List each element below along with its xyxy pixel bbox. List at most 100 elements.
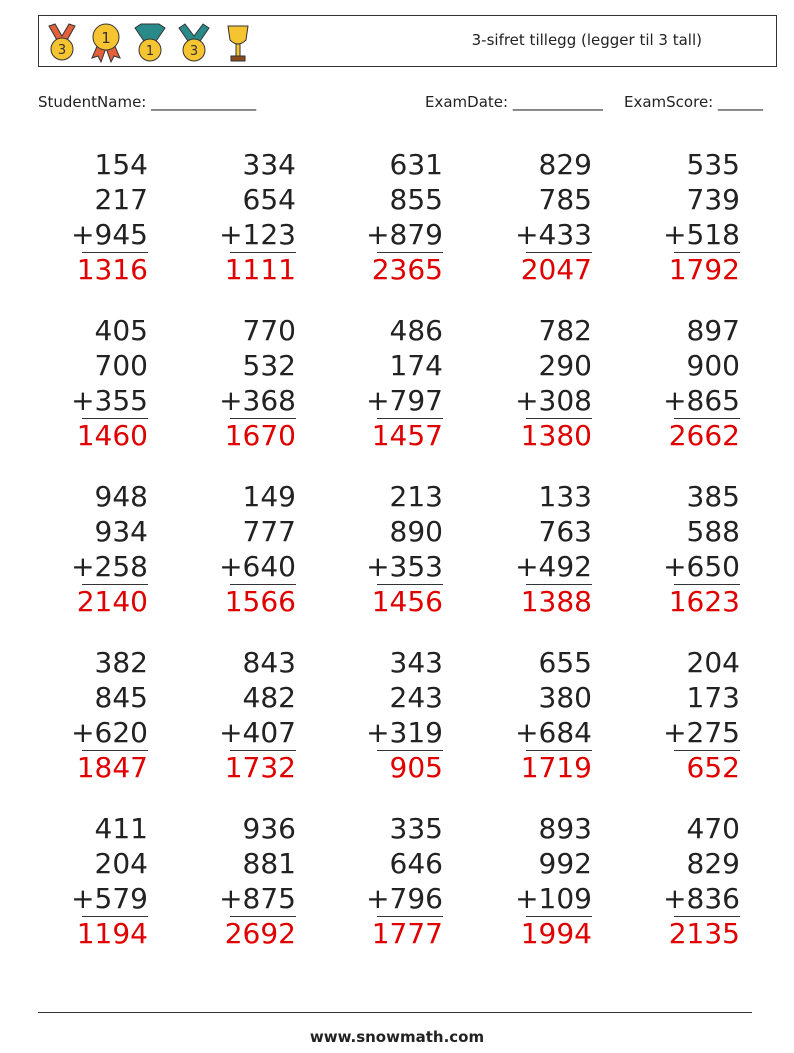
sum-line (377, 418, 443, 419)
addend-1: 843 (242, 646, 296, 679)
answer: 1792 (668, 252, 740, 286)
addend-2: 845 (94, 681, 148, 714)
addend-2: 290 (538, 349, 592, 382)
addend-2: 890 (389, 515, 443, 548)
addition-problem: 897 900 +865 2662 (650, 313, 740, 453)
addition-problem: 782 290 +308 1380 (502, 313, 592, 453)
addition-problem: 213 890 +353 1456 (353, 479, 443, 619)
addend-3: +518 (663, 218, 740, 251)
addend-1: 655 (538, 646, 592, 679)
addend-1: 133 (538, 480, 592, 513)
sum-line (674, 418, 740, 419)
addition-problem: 631 855 +879 2365 (353, 147, 443, 287)
sum-line (82, 418, 148, 419)
answer: 1777 (371, 916, 443, 950)
addition-problem: 154 217 +945 1316 (58, 147, 148, 287)
addend-3: +879 (366, 218, 443, 251)
addend-1: 948 (94, 480, 148, 513)
addition-problem: 405 700 +355 1460 (58, 313, 148, 453)
svg-text:1: 1 (101, 29, 111, 47)
exam-score-field: ExamScore: ______ (624, 93, 763, 111)
addend-3: +620 (71, 716, 148, 749)
sum-line (82, 750, 148, 751)
medal-3-red-ribbon-icon: 3 (48, 23, 76, 61)
addend-3: +275 (663, 716, 740, 749)
addition-problem: 829 785 +433 2047 (502, 147, 592, 287)
answer: 1994 (520, 916, 592, 950)
answer: 1670 (224, 418, 296, 452)
exam-date-field: ExamDate: ____________ (425, 93, 603, 111)
addend-2: 763 (538, 515, 592, 548)
sum-line (674, 916, 740, 917)
addend-1: 411 (94, 812, 148, 845)
addend-2: 992 (538, 847, 592, 880)
addend-3: +407 (219, 716, 296, 749)
addend-3: +492 (515, 550, 592, 583)
addition-problem: 470 829 +836 2135 (650, 811, 740, 951)
answer: 2135 (668, 916, 740, 950)
addend-3: +368 (219, 384, 296, 417)
addend-2: 777 (242, 515, 296, 548)
sum-line (526, 750, 592, 751)
sum-line (230, 252, 296, 253)
sum-line (674, 750, 740, 751)
answer: 2692 (224, 916, 296, 950)
addition-problem: 655 380 +684 1719 (502, 645, 592, 785)
sum-line (526, 252, 592, 253)
addend-1: 770 (242, 314, 296, 347)
svg-text:1: 1 (146, 44, 154, 59)
addend-2: 934 (94, 515, 148, 548)
addend-2: 380 (538, 681, 592, 714)
addend-3: +836 (663, 882, 740, 915)
addend-1: 154 (94, 148, 148, 181)
addend-2: 482 (242, 681, 296, 714)
addend-1: 897 (686, 314, 740, 347)
addend-3: +684 (515, 716, 592, 749)
addend-1: 829 (538, 148, 592, 181)
addend-2: 739 (686, 183, 740, 216)
addition-problem: 843 482 +407 1732 (206, 645, 296, 785)
addend-1: 470 (686, 812, 740, 845)
answer: 2047 (520, 252, 592, 286)
answer: 1456 (371, 584, 443, 618)
sum-line (230, 418, 296, 419)
answer: 1380 (520, 418, 592, 452)
addition-problem: 893 992 +109 1994 (502, 811, 592, 951)
addend-3: +109 (515, 882, 592, 915)
svg-text:3: 3 (190, 44, 198, 59)
addend-3: +796 (366, 882, 443, 915)
addend-2: 588 (686, 515, 740, 548)
worksheet-title: 3-sifret tillegg (legger til 3 tall) (471, 31, 702, 49)
addend-1: 486 (389, 314, 443, 347)
addend-1: 631 (389, 148, 443, 181)
addend-1: 204 (686, 646, 740, 679)
addition-problem: 149 777 +640 1566 (206, 479, 296, 619)
addend-2: 785 (538, 183, 592, 216)
answer: 1719 (520, 750, 592, 784)
addition-problem: 936 881 +875 2692 (206, 811, 296, 951)
addend-1: 385 (686, 480, 740, 513)
answer: 2365 (371, 252, 443, 286)
addend-2: 829 (686, 847, 740, 880)
footer-divider (38, 1012, 752, 1013)
addition-problem: 770 532 +368 1670 (206, 313, 296, 453)
addend-3: +865 (663, 384, 740, 417)
addend-2: 654 (242, 183, 296, 216)
sum-line (674, 252, 740, 253)
addend-3: +650 (663, 550, 740, 583)
answer: 1194 (76, 916, 148, 950)
answer: 1111 (224, 252, 296, 286)
svg-text:3: 3 (58, 43, 66, 58)
addend-2: 173 (686, 681, 740, 714)
addend-2: 532 (242, 349, 296, 382)
addend-1: 335 (389, 812, 443, 845)
sum-line (230, 750, 296, 751)
sum-line (377, 916, 443, 917)
addend-3: +258 (71, 550, 148, 583)
sum-line (526, 584, 592, 585)
addend-2: 700 (94, 349, 148, 382)
addend-3: +353 (366, 550, 443, 583)
answer: 1457 (371, 418, 443, 452)
medal-1-rosette-icon: 1 (91, 23, 121, 64)
